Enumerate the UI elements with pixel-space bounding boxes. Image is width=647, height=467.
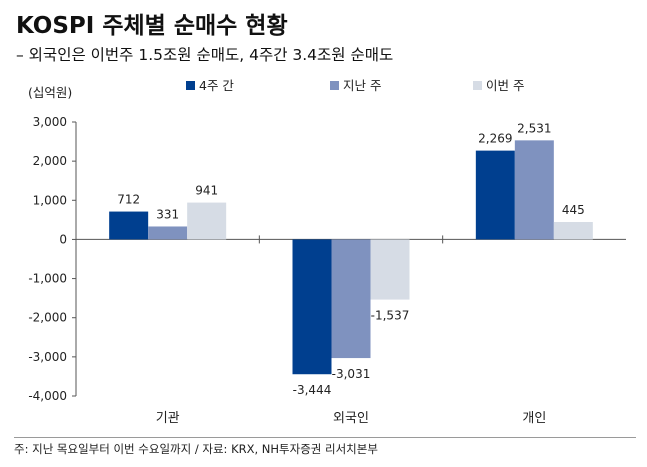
legend-swatch bbox=[186, 81, 195, 90]
y-tick-label: -2,000 bbox=[28, 311, 67, 325]
data-label: 2,269 bbox=[478, 132, 512, 146]
chart-subtitle: – 외국인은 이번주 1.5조원 순매도, 4주간 3.4조원 순매도 bbox=[16, 46, 394, 64]
y-tick-label: 1,000 bbox=[33, 193, 67, 207]
bar bbox=[187, 202, 227, 240]
x-category-label: 외국인 bbox=[333, 411, 369, 426]
bar bbox=[475, 150, 515, 240]
data-label: 2,531 bbox=[517, 121, 551, 135]
y-tick-label: -3,000 bbox=[28, 350, 67, 364]
bar bbox=[292, 239, 332, 375]
data-label: 445 bbox=[562, 203, 585, 217]
data-label: 941 bbox=[195, 184, 218, 198]
unit-label: (십억원) bbox=[28, 85, 73, 100]
legend-label: 4주 간 bbox=[199, 78, 234, 93]
y-tick-label: -4,000 bbox=[28, 389, 67, 403]
data-label: 331 bbox=[156, 207, 179, 221]
bar bbox=[553, 222, 593, 240]
bottom-divider bbox=[14, 437, 636, 438]
bar bbox=[109, 211, 149, 240]
data-label: -3,444 bbox=[293, 383, 332, 397]
y-tick-label: 3,000 bbox=[33, 115, 67, 129]
y-tick-label: 0 bbox=[59, 232, 67, 246]
bar bbox=[514, 140, 554, 240]
data-label: -1,537 bbox=[371, 309, 410, 323]
y-tick-label: -1,000 bbox=[28, 272, 67, 286]
data-label: 712 bbox=[117, 193, 140, 207]
legend-swatch bbox=[473, 81, 482, 90]
chart-title: KOSPI 주체별 순매수 현황 bbox=[16, 13, 288, 39]
x-category-label: 개인 bbox=[522, 411, 546, 426]
legend-label: 지난 주 bbox=[343, 78, 381, 93]
source-note: 주: 지난 목요일부터 이번 수요일까지 / 자료: KRX, NH투자증권 리… bbox=[14, 442, 378, 456]
bar bbox=[370, 239, 410, 300]
legend-swatch bbox=[330, 81, 339, 90]
x-category-label: 기관 bbox=[156, 411, 180, 426]
data-label: -3,031 bbox=[332, 367, 371, 381]
bar bbox=[331, 239, 371, 359]
legend-label: 이번 주 bbox=[486, 78, 524, 93]
bar bbox=[148, 226, 188, 240]
y-tick-label: 2,000 bbox=[33, 154, 67, 168]
